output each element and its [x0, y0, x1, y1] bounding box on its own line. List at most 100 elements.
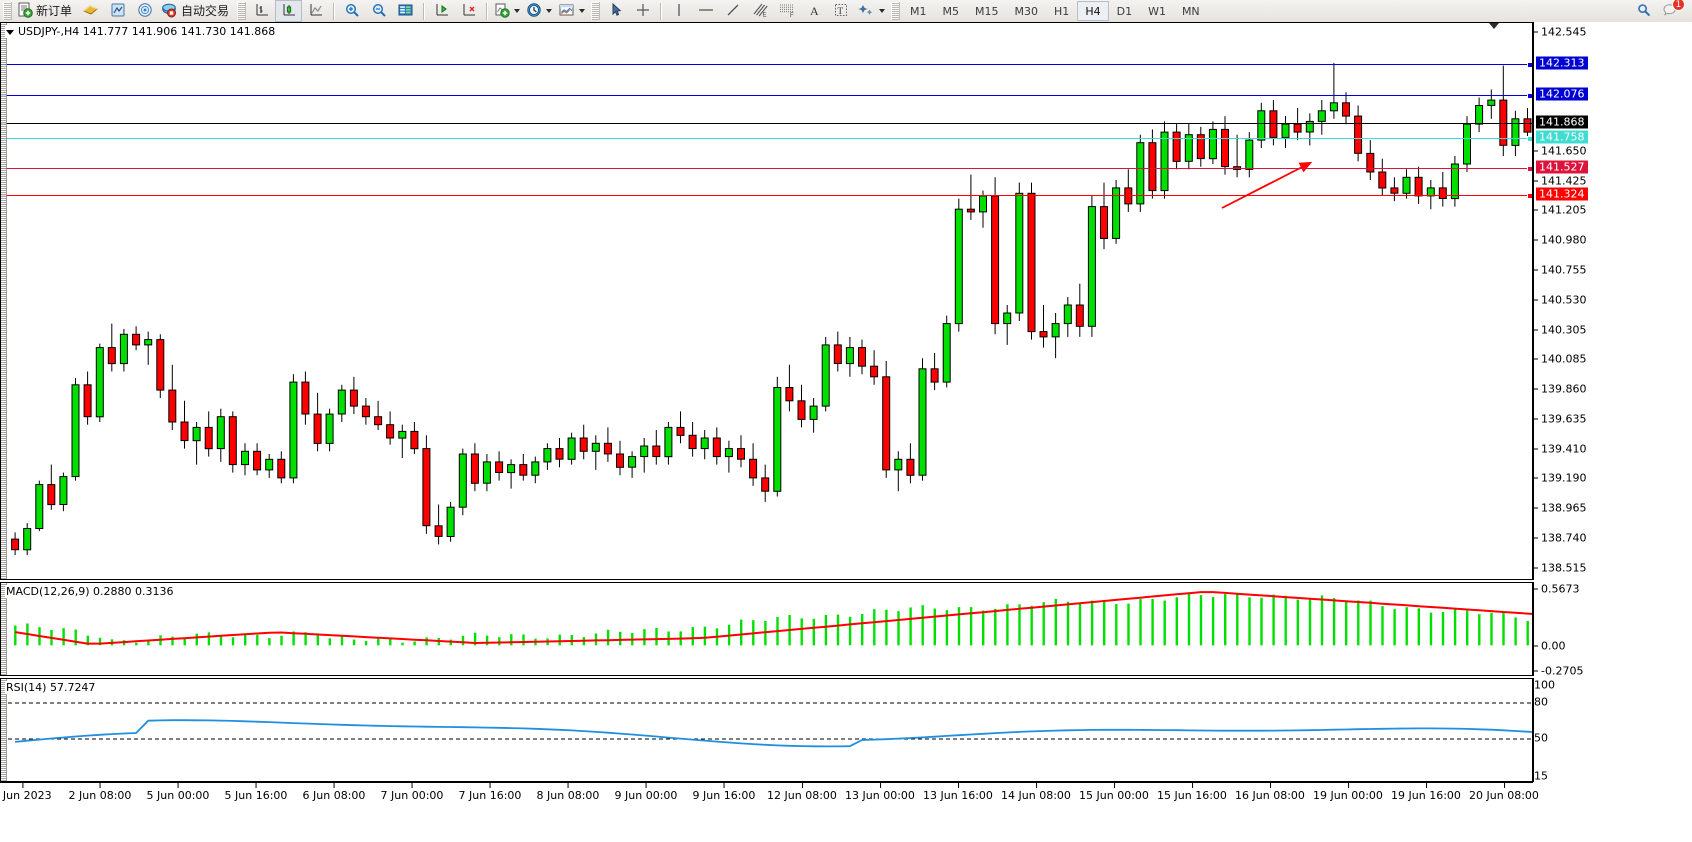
time-tick: 19 Jun 16:00	[1391, 782, 1461, 802]
period-dropdown-caret[interactable]	[546, 9, 553, 13]
auto-scroll-button[interactable]	[428, 0, 455, 22]
price-tick: 139.860	[1534, 383, 1587, 396]
svg-text:A: A	[810, 4, 819, 18]
price-tick: 140.755	[1534, 264, 1587, 277]
timeframe-button-m1[interactable]: M1	[910, 4, 927, 18]
price-level-label-142-313[interactable]: 142.313	[1536, 56, 1588, 70]
price-level-handle[interactable]	[1527, 135, 1532, 142]
price-level-label-141-868[interactable]: 141.868	[1536, 115, 1588, 129]
auto-scroll-icon	[434, 2, 450, 21]
price-level-label-141-324[interactable]: 141.324	[1536, 187, 1588, 201]
text-button[interactable]: A	[800, 0, 827, 22]
timeframe-button-m5[interactable]: M5	[942, 4, 960, 18]
price-level-line-141-527[interactable]	[1, 166, 1532, 173]
new-order-button[interactable]: 新订单	[14, 0, 77, 22]
equidistant-channel-button[interactable]: E	[746, 0, 773, 22]
macd-pane[interactable]: MACD(12,26,9) 0.2880 0.3136	[0, 582, 1533, 676]
price-level-line-141-868[interactable]	[1, 123, 1532, 124]
macd-tick: 0.5673	[1534, 583, 1580, 596]
price-level-line-142-313[interactable]	[1, 61, 1532, 68]
autotrading-button[interactable]: 自动交易	[158, 0, 234, 22]
rsi-tick: 50	[1534, 731, 1548, 745]
price-level-line-141-758[interactable]	[1, 135, 1532, 142]
chart-scroll-indicator[interactable]	[1489, 23, 1499, 29]
rsi-tick: 15	[1534, 769, 1548, 783]
bar-chart-button[interactable]	[248, 0, 275, 22]
indicators-dropdown-caret[interactable]	[514, 9, 521, 13]
toolbar-grip-3[interactable]	[591, 2, 601, 20]
price-tick: 138.740	[1534, 532, 1587, 545]
templates-dropdown-caret[interactable]	[579, 9, 586, 13]
rsi-pane-grip[interactable]	[1, 679, 7, 781]
time-axis[interactable]: 1 Jun 2023 2 Jun 08:00 5 Jun 00:00 5 Jun 16…	[0, 782, 1539, 842]
metaeditor-icon	[82, 2, 99, 21]
time-tick: 20 Jun 08:00	[1469, 782, 1539, 802]
toolbar-grip-4[interactable]	[891, 2, 901, 20]
toolbar-grip[interactable]	[3, 2, 12, 20]
price-level-handle[interactable]	[1527, 166, 1532, 173]
timeframe-button-m30[interactable]: M30	[1014, 4, 1039, 18]
price-level-label-141-527[interactable]: 141.527	[1536, 160, 1588, 174]
chart-shift-icon	[461, 2, 477, 21]
time-tick: 5 Jun 00:00	[147, 782, 209, 802]
time-tick: 2 Jun 08:00	[69, 782, 131, 802]
period-button[interactable]	[523, 0, 555, 22]
price-tick: 141.205	[1534, 204, 1587, 217]
market-watch-button[interactable]	[131, 0, 158, 22]
macd-pane-grip[interactable]	[1, 583, 7, 675]
price-level-label-142-076[interactable]: 142.076	[1536, 87, 1588, 101]
templates-icon	[558, 2, 575, 21]
text-label-button[interactable]: T	[827, 0, 854, 22]
navigator-button[interactable]	[104, 0, 131, 22]
horizontal-line-button[interactable]	[692, 0, 719, 22]
crosshair-button[interactable]	[629, 0, 656, 22]
toolbar-grip-2[interactable]	[237, 2, 247, 20]
timeframe-button-mn[interactable]: MN	[1181, 4, 1200, 18]
price-tick: 141.425	[1534, 175, 1587, 188]
rsi-pane[interactable]: RSI(14) 57.7247	[0, 678, 1533, 782]
price-tick: 140.085	[1534, 353, 1587, 366]
chart-shift-button[interactable]	[455, 0, 482, 22]
line-chart-button[interactable]	[302, 0, 329, 22]
price-level-line-142-076[interactable]	[1, 93, 1532, 100]
templates-button[interactable]	[555, 0, 588, 22]
notifications-button[interactable]: 1	[1657, 0, 1685, 22]
objects-dropdown-caret[interactable]	[879, 9, 886, 13]
cursor-button[interactable]	[602, 0, 629, 22]
trendline-button[interactable]	[719, 0, 746, 22]
price-y-axis[interactable]: 142.545 141.650 141.425 141.205 140.980 140.7…	[1533, 22, 1692, 580]
data-window-button[interactable]	[392, 0, 419, 22]
timeframe-group: M1 M5 M15 M30 H1 H4 D1 W1 MN	[902, 1, 1208, 21]
fibonacci-button[interactable]: F	[773, 0, 800, 22]
price-pane-grip[interactable]	[1, 23, 7, 579]
metaeditor-button[interactable]	[77, 0, 104, 22]
zoom-out-button[interactable]	[365, 0, 392, 22]
timeframe-button-w1[interactable]: W1	[1148, 4, 1166, 18]
zoom-in-button[interactable]	[338, 0, 365, 22]
macd-pane-label: MACD(12,26,9) 0.2880 0.3136	[5, 585, 175, 598]
candlestick-chart-button[interactable]	[275, 0, 303, 22]
time-tick: 16 Jun 08:00	[1235, 782, 1305, 802]
price-level-handle[interactable]	[1527, 61, 1532, 68]
search-button[interactable]	[1630, 0, 1657, 22]
indicators-button[interactable]	[491, 0, 523, 22]
timeframe-button-h1[interactable]: H1	[1054, 4, 1070, 18]
price-level-label-141-758[interactable]: 141.758	[1536, 130, 1588, 144]
price-level-line-141-324[interactable]	[1, 193, 1532, 200]
vertical-line-button[interactable]	[665, 0, 692, 22]
time-tick: 8 Jun 08:00	[537, 782, 599, 802]
price-pane[interactable]: USDJPY-,H4 141.777 141.906 141.730 141.8…	[0, 22, 1533, 580]
timeframe-button-d1[interactable]: D1	[1116, 4, 1133, 18]
price-level-handle[interactable]	[1527, 193, 1532, 200]
price-level-handle[interactable]	[1527, 93, 1532, 100]
timeframe-button-h4[interactable]: H4	[1077, 1, 1109, 21]
time-tick: 6 Jun 08:00	[303, 782, 365, 802]
time-tick: 13 Jun 16:00	[923, 782, 993, 802]
svg-text:E: E	[762, 12, 766, 18]
objects-button[interactable]	[854, 0, 888, 22]
red-trend-arrow[interactable]	[1, 23, 1532, 579]
symbol-dropdown-caret[interactable]	[6, 29, 14, 35]
timeframe-button-m15[interactable]: M15	[975, 4, 999, 18]
price-tick: 139.410	[1534, 443, 1587, 456]
time-tick: 5 Jun 16:00	[225, 782, 287, 802]
